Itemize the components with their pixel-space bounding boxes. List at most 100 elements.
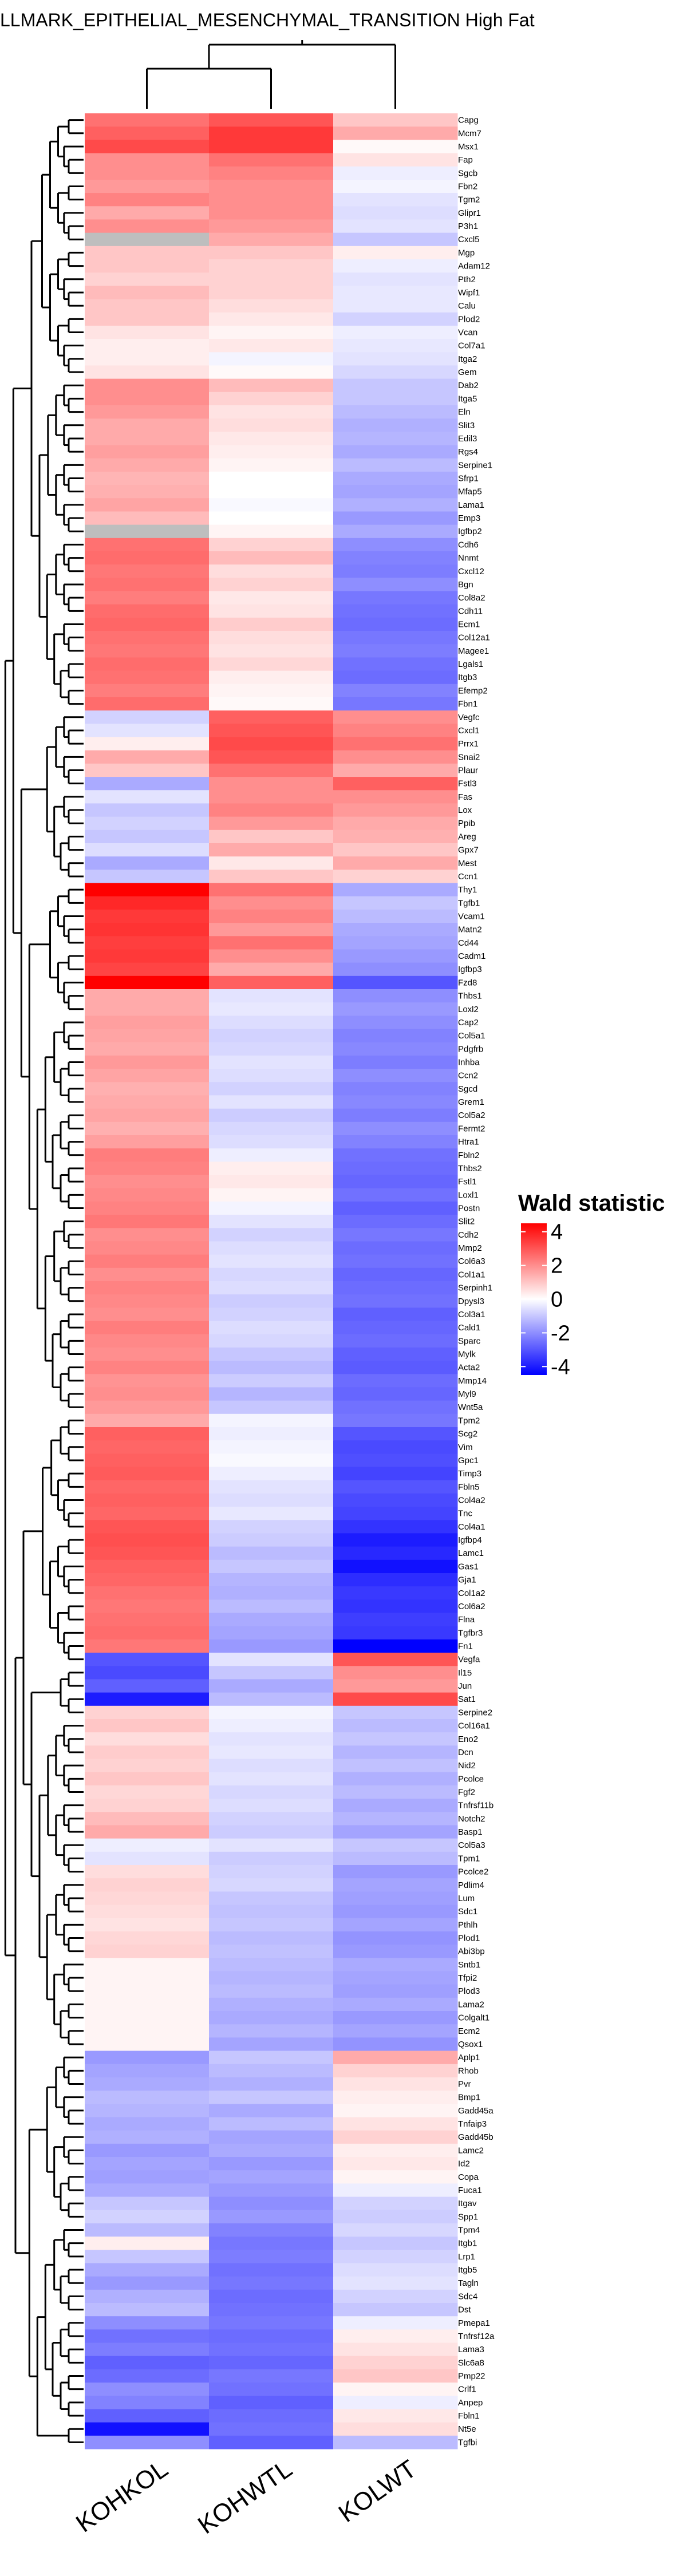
- gene-label: Bgn: [458, 580, 473, 590]
- heatmap-cell: [333, 378, 458, 393]
- heatmap-cell: [209, 2143, 334, 2158]
- heatmap-cell: [333, 272, 458, 286]
- heatmap-cell: [85, 1878, 210, 1892]
- heatmap-cell: [333, 392, 458, 406]
- heatmap-cell: [85, 1267, 210, 1282]
- heatmap-cell: [209, 1413, 334, 1428]
- heatmap-cell: [333, 564, 458, 578]
- heatmap-cell: [85, 816, 210, 831]
- heatmap-cell: [209, 2104, 334, 2117]
- heatmap-cell: [209, 1838, 334, 1852]
- heatmap-cell: [333, 763, 458, 777]
- heatmap-cell: [85, 2210, 210, 2224]
- heatmap-cell: [333, 843, 458, 857]
- heatmap-cell: [85, 1958, 210, 1971]
- heatmap-cell: [333, 127, 458, 140]
- heatmap-cell: [85, 1294, 210, 1308]
- heatmap-cell: [333, 524, 458, 539]
- heatmap-cell: [209, 816, 334, 831]
- heatmap-cell: [333, 2037, 458, 2052]
- column-label: KOLWT: [334, 2455, 422, 2528]
- gene-label: Fstl1: [458, 1177, 477, 1187]
- heatmap-cell: [209, 1666, 334, 1680]
- heatmap-cell: [85, 2250, 210, 2263]
- gene-label: Mylk: [458, 1350, 476, 1360]
- gene-label: Rgs4: [458, 447, 478, 457]
- gene-label: Nt5e: [458, 2424, 476, 2434]
- heatmap-cell: [85, 644, 210, 658]
- heatmap-cell: [209, 1267, 334, 1282]
- gene-label: Cxcl12: [458, 567, 484, 576]
- heatmap-cell: [333, 1161, 458, 1176]
- heatmap-cell: [209, 1945, 334, 1958]
- heatmap-cell: [85, 1427, 210, 1441]
- heatmap-cell: [209, 140, 334, 154]
- heatmap-cell: [85, 724, 210, 738]
- heatmap-cell: [209, 1653, 334, 1666]
- heatmap-cell: [85, 2077, 210, 2091]
- heatmap-cell: [209, 2117, 334, 2131]
- heatmap-cell: [209, 2289, 334, 2304]
- heatmap-cell: [333, 1400, 458, 1415]
- heatmap-cell: [85, 538, 210, 552]
- heatmap-cell: [333, 1467, 458, 1481]
- gene-label: Cald1: [458, 1323, 480, 1333]
- heatmap-cell: [333, 790, 458, 804]
- heatmap-cell: [209, 2196, 334, 2211]
- heatmap-cell: [209, 1361, 334, 1374]
- heatmap-cell: [333, 1772, 458, 1786]
- heatmap-cell: [333, 2117, 458, 2131]
- heatmap-cell: [333, 1228, 458, 1242]
- heatmap-cell: [209, 365, 334, 380]
- gene-label: Abi3bp: [458, 1947, 485, 1957]
- color-legend: Wald statistic 4 2 0 -2 -4: [518, 1191, 665, 1379]
- gene-label: Vegfc: [458, 713, 480, 722]
- heatmap-cell: [333, 2383, 458, 2396]
- heatmap-cell: [209, 896, 334, 910]
- gene-label: Fn1: [458, 1642, 473, 1652]
- heatmap-cell: [85, 1029, 210, 1043]
- gene-label: Slit3: [458, 421, 475, 430]
- heatmap-cell: [209, 179, 334, 193]
- gene-label: Scg2: [458, 1429, 477, 1439]
- gene-label: Nnmt: [458, 554, 479, 563]
- gene-label: Sat1: [458, 1694, 476, 1704]
- heatmap-cell: [333, 670, 458, 685]
- heatmap-cell: [333, 1002, 458, 1016]
- heatmap-cell: [85, 631, 210, 645]
- heatmap-cell: [85, 392, 210, 406]
- heatmap-cell: [333, 1374, 458, 1388]
- heatmap-cell: [209, 710, 334, 724]
- heatmap-cell: [85, 1984, 210, 1998]
- heatmap-cell: [333, 697, 458, 711]
- heatmap-cell: [333, 631, 458, 645]
- heatmap-cell: [209, 1997, 334, 2012]
- heatmap-cell: [209, 2223, 334, 2237]
- heatmap-cell: [209, 2170, 334, 2184]
- heatmap-cell: [209, 1493, 334, 1507]
- heatmap-cell: [209, 445, 334, 459]
- heatmap-cell: [333, 2263, 458, 2277]
- heatmap-cell: [209, 471, 334, 485]
- gene-label: Igfbp3: [458, 965, 482, 974]
- gene-label: Areg: [458, 832, 476, 841]
- heatmap-cell: [209, 1201, 334, 1215]
- gene-label: Fstl3: [458, 779, 477, 789]
- heatmap-cell: [333, 777, 458, 791]
- heatmap-cell: [85, 1520, 210, 1534]
- heatmap-cell: [333, 1016, 458, 1030]
- heatmap-cell: [209, 392, 334, 406]
- heatmap-cell: [209, 1785, 334, 1799]
- heatmap-cell: [209, 697, 334, 711]
- heatmap-cell: [85, 2396, 210, 2409]
- heatmap-cell: [333, 909, 458, 923]
- heatmap-cell: [333, 829, 458, 844]
- heatmap-cell: [85, 1201, 210, 1215]
- heatmap-cell: [333, 1639, 458, 1653]
- heatmap-cell: [85, 1851, 210, 1866]
- heatmap-cell: [209, 1467, 334, 1481]
- heatmap-cell: [209, 1865, 334, 1879]
- gene-label: Pmp22: [458, 2372, 485, 2381]
- heatmap-cell: [209, 511, 334, 526]
- heatmap-cell: [333, 1042, 458, 1056]
